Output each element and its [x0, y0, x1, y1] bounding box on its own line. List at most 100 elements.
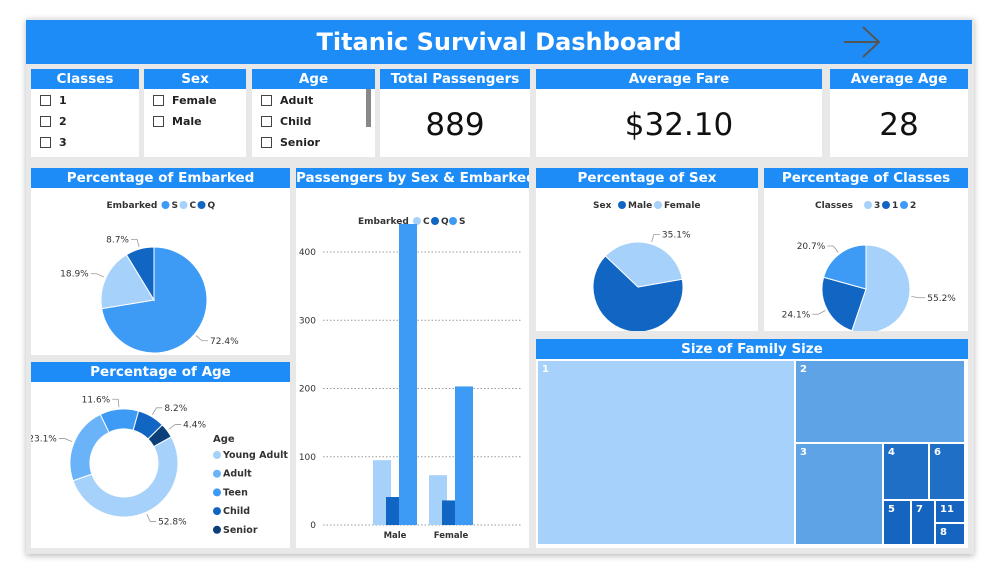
slicer-option[interactable]: Male: [144, 111, 246, 132]
leader-line: [152, 407, 163, 415]
age-slicer: Age Adult Child Senior: [252, 69, 375, 157]
pie-slice-female[interactable]: [604, 241, 683, 288]
legend-label: Child: [223, 506, 250, 517]
legend: Classes 3 1 2: [815, 201, 916, 211]
total-passengers-card: Total Passengers 889: [380, 69, 530, 157]
leader-line: [651, 233, 660, 243]
pie-slice-q[interactable]: [125, 246, 155, 302]
checkbox[interactable]: [153, 95, 164, 106]
slicer-option[interactable]: Female: [144, 90, 246, 111]
legend-marker: [161, 201, 170, 209]
classes-pie-chart: Classes 3 1 2 55.2% 24.1% 20.7%: [782, 201, 956, 334]
legend-label: Q: [208, 201, 216, 211]
bar-male-q[interactable]: [386, 497, 399, 525]
bar-male-s[interactable]: [399, 224, 417, 525]
card-title: Average Age: [830, 69, 968, 89]
legend-marker: [431, 217, 439, 225]
classes-pie-card: Percentage of Classes Classes 3 1 2 55.2% 24.…: [764, 168, 968, 334]
treemap-tile-7[interactable]: 7: [912, 501, 934, 544]
chart-title: Passengers by Sex & Embarked: [296, 168, 529, 188]
data-label: 18.9%: [60, 270, 89, 280]
checkbox[interactable]: [40, 116, 51, 127]
dashboard-title: Titanic Survival Dashboard: [26, 20, 972, 64]
y-tick-label: 400: [299, 248, 316, 258]
pie-slice-senior[interactable]: [147, 424, 172, 448]
slicer-title: Age: [252, 69, 375, 89]
leader-line: [195, 335, 209, 342]
pie-slice-c[interactable]: [100, 254, 155, 310]
card-value: 889: [425, 107, 485, 143]
pie-slice-young-adult[interactable]: [72, 436, 179, 518]
chart-title: Percentage of Age: [31, 362, 290, 382]
leader-line: [112, 398, 120, 408]
treemap-tile-2[interactable]: 2: [796, 361, 964, 442]
checkbox[interactable]: [261, 137, 272, 148]
legend-marker: [213, 469, 221, 478]
option-label: Senior: [280, 136, 320, 149]
option-label: 3: [59, 136, 67, 149]
treemap-tile-3[interactable]: 3: [796, 444, 882, 544]
age-donut-chart: 52.8% 23.1% 11.6% 8.2% 4.4% Age Young Adult Adu…: [28, 395, 288, 536]
data-label: 72.4%: [210, 337, 239, 347]
slicer-option[interactable]: 2: [31, 111, 139, 132]
scrollbar[interactable]: [366, 89, 371, 127]
checkbox[interactable]: [153, 116, 164, 127]
bar-female-q[interactable]: [442, 500, 455, 525]
data-label: 4.4%: [183, 421, 206, 431]
pie-slice-1[interactable]: [821, 276, 867, 332]
pie-slice-2[interactable]: [822, 244, 867, 290]
leader-line: [130, 238, 140, 248]
treemap-tile-8[interactable]: 8: [936, 524, 964, 544]
data-label: 52.8%: [158, 517, 187, 527]
option-label: Child: [280, 115, 312, 128]
classes-slicer: Classes 1 2 3: [31, 69, 139, 157]
data-label: 8.2%: [164, 404, 187, 414]
treemap-tile-1[interactable]: 1: [538, 361, 794, 544]
data-label: 24.1%: [782, 310, 811, 320]
legend: Embarked C Q S: [358, 217, 465, 227]
legend-marker: [413, 217, 421, 225]
legend-label: C: [190, 201, 197, 211]
legend-label: Young Adult: [222, 450, 288, 461]
leader-line: [168, 424, 182, 430]
legend-marker: [618, 201, 626, 209]
slicer-option[interactable]: 3: [31, 132, 139, 153]
slicer-option[interactable]: Child: [252, 111, 375, 132]
chart-title: Size of Family Size: [536, 339, 968, 359]
average-fare-card: Average Fare $32.10: [536, 69, 822, 157]
pie-slice-adult[interactable]: [69, 413, 110, 482]
legend-marker: [213, 507, 221, 516]
option-label: Adult: [280, 94, 314, 107]
slicer-option[interactable]: Senior: [252, 132, 375, 153]
treemap-tile-6[interactable]: 6: [930, 444, 964, 499]
y-tick-label: 200: [299, 385, 316, 395]
legend-label: 2: [910, 201, 916, 211]
legend-label: Classes: [815, 201, 853, 211]
slicer-option[interactable]: 1: [31, 90, 139, 111]
y-tick-label: 300: [299, 316, 316, 326]
age-donut-card: Percentage of Age 52.8% 23.1% 11.6% 8.2% 4.4…: [28, 362, 290, 548]
legend: Sex Male Female: [593, 201, 701, 211]
leader-line: [827, 245, 839, 253]
checkbox[interactable]: [40, 137, 51, 148]
legend-marker: [213, 488, 221, 497]
option-label: 2: [59, 115, 67, 128]
checkbox[interactable]: [40, 95, 51, 106]
checkbox[interactable]: [261, 95, 272, 106]
arrow-right-icon[interactable]: [842, 24, 882, 60]
checkbox[interactable]: [261, 116, 272, 127]
chart-title: Percentage of Sex: [536, 168, 758, 188]
bar-female-s[interactable]: [455, 386, 473, 525]
sex-embarked-bar-chart: Embarked C Q S 0 100 200 300 400 Male Female: [299, 217, 522, 541]
pie-slice-male[interactable]: [592, 255, 684, 333]
treemap-tile-5[interactable]: 5: [884, 501, 910, 544]
treemap-tile-11[interactable]: 11: [936, 501, 964, 522]
sex-pie-card: Percentage of Sex SexMaleFemale64.9%35.1…: [536, 168, 758, 346]
slicer-option[interactable]: Adult: [252, 90, 375, 111]
legend-marker: [900, 201, 908, 209]
treemap-tile-4[interactable]: 4: [884, 444, 928, 499]
legend-label: S: [459, 217, 465, 227]
legend-marker: [449, 217, 457, 225]
legend-label: 1: [892, 201, 898, 211]
data-label: 8.7%: [106, 235, 129, 245]
